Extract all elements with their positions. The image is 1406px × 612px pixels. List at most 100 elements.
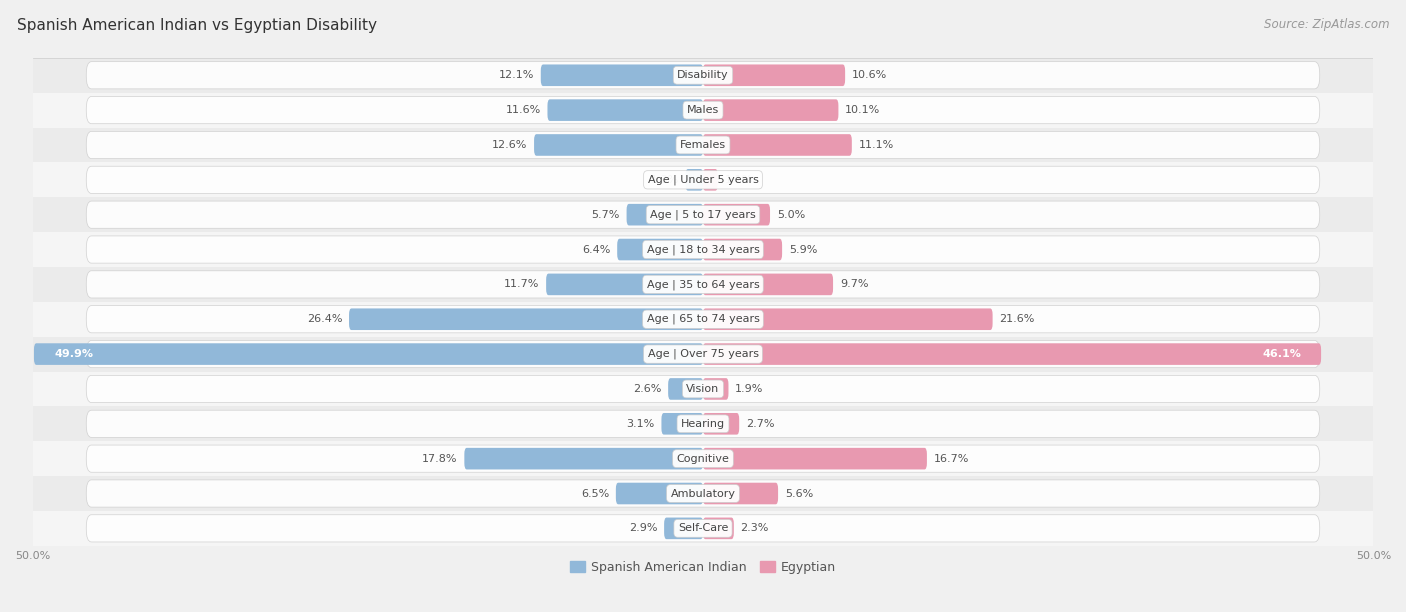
FancyBboxPatch shape	[86, 62, 1320, 89]
FancyBboxPatch shape	[86, 375, 1320, 403]
FancyBboxPatch shape	[703, 413, 740, 435]
Bar	[32, 162, 1374, 197]
Bar	[32, 197, 1374, 232]
Text: 2.7%: 2.7%	[747, 419, 775, 429]
Text: 12.1%: 12.1%	[499, 70, 534, 80]
Text: Self-Care: Self-Care	[678, 523, 728, 533]
FancyBboxPatch shape	[703, 343, 1322, 365]
Text: Cognitive: Cognitive	[676, 453, 730, 464]
Text: Age | 5 to 17 years: Age | 5 to 17 years	[650, 209, 756, 220]
FancyBboxPatch shape	[703, 239, 782, 260]
Text: 1.9%: 1.9%	[735, 384, 763, 394]
FancyBboxPatch shape	[616, 483, 703, 504]
Text: 1.3%: 1.3%	[651, 175, 679, 185]
Text: Hearing: Hearing	[681, 419, 725, 429]
FancyBboxPatch shape	[617, 239, 703, 260]
FancyBboxPatch shape	[86, 410, 1320, 438]
Bar	[32, 511, 1374, 546]
Text: 1.1%: 1.1%	[724, 175, 752, 185]
Bar	[32, 371, 1374, 406]
FancyBboxPatch shape	[703, 518, 734, 539]
FancyBboxPatch shape	[703, 378, 728, 400]
Text: 10.1%: 10.1%	[845, 105, 880, 115]
Text: 11.7%: 11.7%	[505, 280, 540, 289]
FancyBboxPatch shape	[703, 169, 717, 190]
FancyBboxPatch shape	[86, 480, 1320, 507]
FancyBboxPatch shape	[703, 99, 838, 121]
Text: 10.6%: 10.6%	[852, 70, 887, 80]
Text: Females: Females	[681, 140, 725, 150]
Text: 17.8%: 17.8%	[422, 453, 457, 464]
Text: 6.5%: 6.5%	[581, 488, 609, 499]
Text: Age | 18 to 34 years: Age | 18 to 34 years	[647, 244, 759, 255]
FancyBboxPatch shape	[34, 343, 703, 365]
Text: Source: ZipAtlas.com: Source: ZipAtlas.com	[1264, 18, 1389, 31]
FancyBboxPatch shape	[86, 445, 1320, 472]
FancyBboxPatch shape	[547, 99, 703, 121]
FancyBboxPatch shape	[86, 166, 1320, 193]
Text: 5.9%: 5.9%	[789, 245, 817, 255]
FancyBboxPatch shape	[703, 134, 852, 156]
Bar	[32, 267, 1374, 302]
Text: 26.4%: 26.4%	[307, 314, 342, 324]
Text: 12.6%: 12.6%	[492, 140, 527, 150]
FancyBboxPatch shape	[703, 483, 778, 504]
FancyBboxPatch shape	[86, 271, 1320, 298]
FancyBboxPatch shape	[86, 236, 1320, 263]
FancyBboxPatch shape	[627, 204, 703, 225]
FancyBboxPatch shape	[703, 274, 832, 295]
FancyBboxPatch shape	[668, 378, 703, 400]
FancyBboxPatch shape	[703, 448, 927, 469]
Text: 3.1%: 3.1%	[627, 419, 655, 429]
Legend: Spanish American Indian, Egyptian: Spanish American Indian, Egyptian	[569, 561, 837, 573]
FancyBboxPatch shape	[703, 308, 993, 330]
FancyBboxPatch shape	[703, 64, 845, 86]
Text: 11.6%: 11.6%	[506, 105, 541, 115]
Text: 2.3%: 2.3%	[741, 523, 769, 533]
FancyBboxPatch shape	[546, 274, 703, 295]
Bar	[32, 302, 1374, 337]
Text: 5.7%: 5.7%	[592, 210, 620, 220]
Text: 5.0%: 5.0%	[776, 210, 806, 220]
Text: 11.1%: 11.1%	[859, 140, 894, 150]
Text: 9.7%: 9.7%	[839, 280, 869, 289]
Bar	[32, 337, 1374, 371]
Text: 21.6%: 21.6%	[1000, 314, 1035, 324]
Text: 46.1%: 46.1%	[1263, 349, 1301, 359]
Text: 6.4%: 6.4%	[582, 245, 610, 255]
Text: 16.7%: 16.7%	[934, 453, 969, 464]
FancyBboxPatch shape	[86, 305, 1320, 333]
Text: 2.9%: 2.9%	[628, 523, 658, 533]
FancyBboxPatch shape	[541, 64, 703, 86]
FancyBboxPatch shape	[349, 308, 703, 330]
Text: Spanish American Indian vs Egyptian Disability: Spanish American Indian vs Egyptian Disa…	[17, 18, 377, 34]
Text: Males: Males	[688, 105, 718, 115]
FancyBboxPatch shape	[464, 448, 703, 469]
Text: 2.6%: 2.6%	[633, 384, 661, 394]
FancyBboxPatch shape	[703, 204, 770, 225]
Bar	[32, 232, 1374, 267]
FancyBboxPatch shape	[664, 518, 703, 539]
FancyBboxPatch shape	[686, 169, 703, 190]
Text: 49.9%: 49.9%	[53, 349, 93, 359]
Bar	[32, 127, 1374, 162]
Text: Age | 65 to 74 years: Age | 65 to 74 years	[647, 314, 759, 324]
FancyBboxPatch shape	[86, 201, 1320, 228]
Text: Disability: Disability	[678, 70, 728, 80]
Bar	[32, 58, 1374, 92]
FancyBboxPatch shape	[86, 97, 1320, 124]
Text: 5.6%: 5.6%	[785, 488, 813, 499]
Text: Age | 35 to 64 years: Age | 35 to 64 years	[647, 279, 759, 289]
Bar	[32, 476, 1374, 511]
Text: Age | Under 5 years: Age | Under 5 years	[648, 174, 758, 185]
FancyBboxPatch shape	[86, 132, 1320, 159]
Text: Ambulatory: Ambulatory	[671, 488, 735, 499]
Text: Vision: Vision	[686, 384, 720, 394]
FancyBboxPatch shape	[86, 515, 1320, 542]
Text: Age | Over 75 years: Age | Over 75 years	[648, 349, 758, 359]
Bar	[32, 406, 1374, 441]
FancyBboxPatch shape	[86, 340, 1320, 368]
Bar	[32, 92, 1374, 127]
Bar	[32, 441, 1374, 476]
FancyBboxPatch shape	[661, 413, 703, 435]
